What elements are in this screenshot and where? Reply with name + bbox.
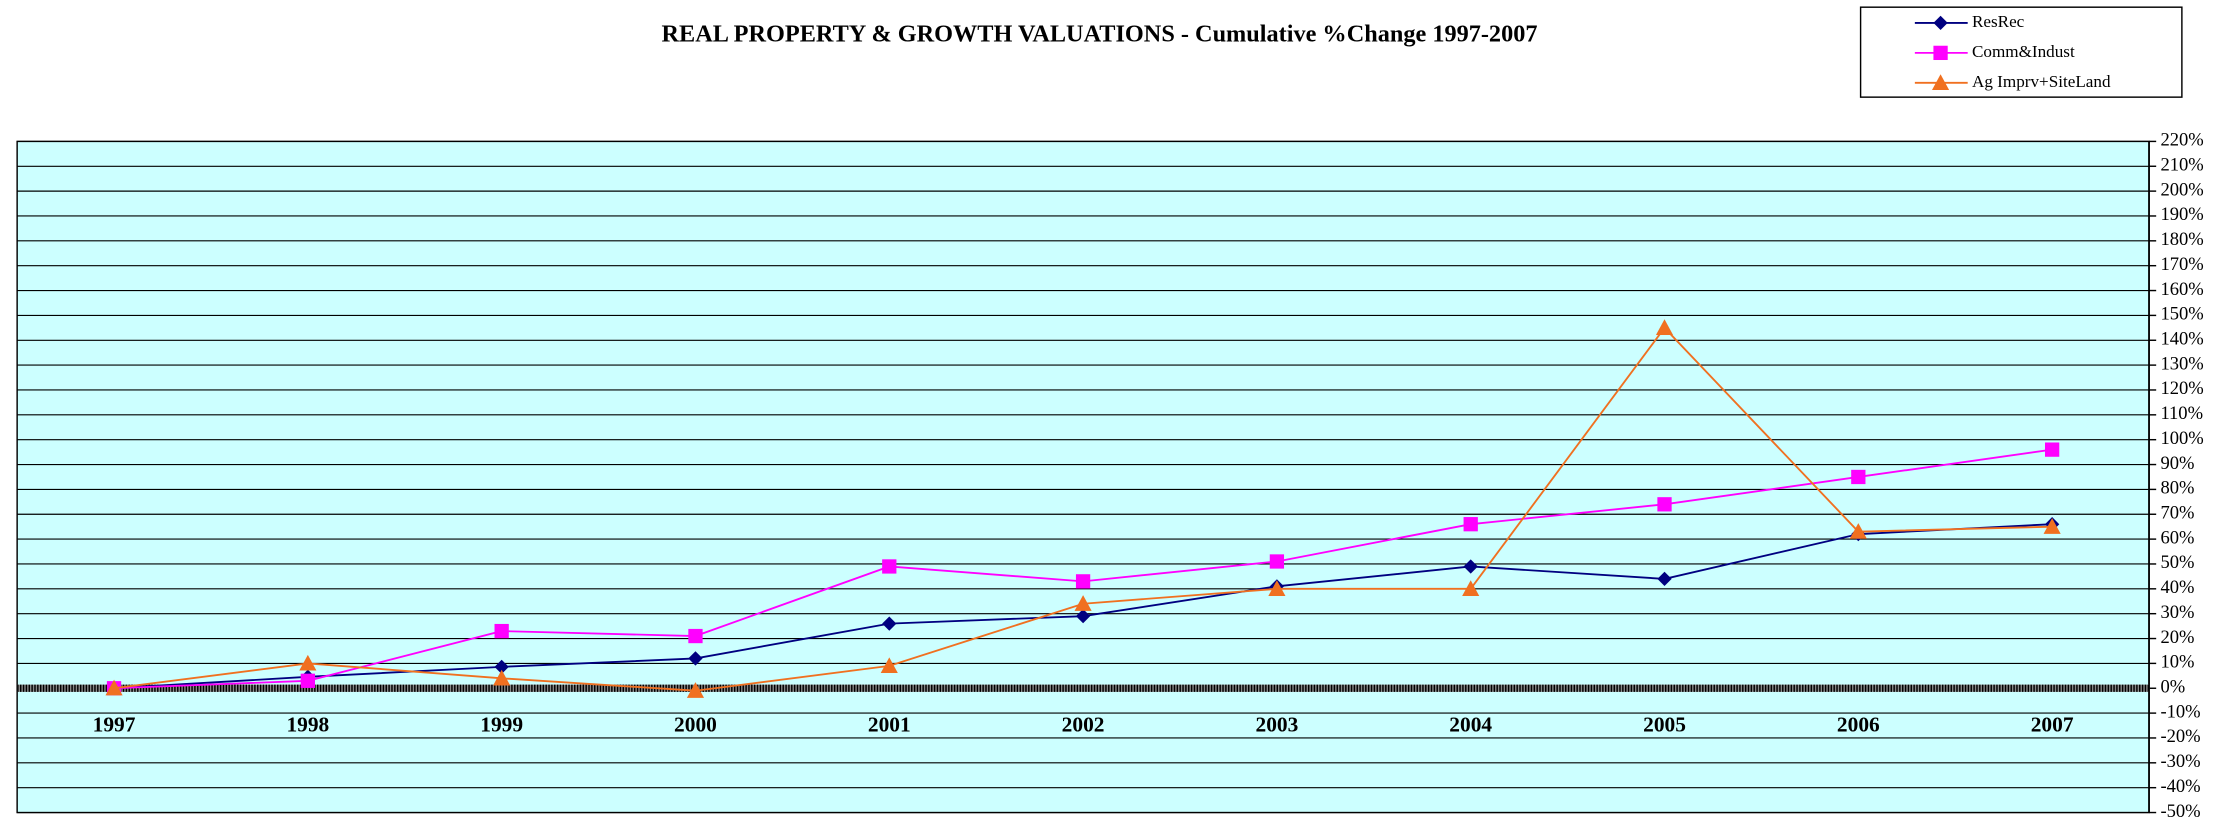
y-tick-label: -20% xyxy=(2160,726,2200,747)
marker xyxy=(1075,574,1091,589)
y-tick-label: -10% xyxy=(2160,701,2200,722)
y-tick-label: 70% xyxy=(2160,503,2194,524)
marker xyxy=(1269,554,1285,569)
marker xyxy=(2043,518,2061,534)
marker xyxy=(1657,571,1672,587)
marker xyxy=(688,628,703,644)
marker xyxy=(300,673,315,688)
marker xyxy=(1268,580,1286,596)
y-tick-label: 90% xyxy=(2160,453,2194,474)
y-tick-label: 80% xyxy=(2160,478,2194,499)
marker xyxy=(2044,442,2060,457)
marker xyxy=(1851,469,1866,485)
y-tick-label: 170% xyxy=(2160,254,2203,275)
y-tick-label: 120% xyxy=(2160,378,2203,399)
x-tick-label: 1998 xyxy=(286,713,329,737)
marker xyxy=(1849,523,1867,539)
marker xyxy=(882,616,897,631)
marker xyxy=(494,623,509,639)
y-tick-label: -40% xyxy=(2160,776,2200,797)
y-tick-label: 30% xyxy=(2160,602,2194,623)
marker xyxy=(1657,497,1672,512)
legend-label: Ag Imprv+SiteLand xyxy=(1972,72,2111,91)
legend-box xyxy=(1859,6,2183,98)
x-tick-label: 2000 xyxy=(674,713,717,737)
y-tick-label: 10% xyxy=(2160,652,2194,673)
x-tick-label: 2004 xyxy=(1449,713,1492,737)
marker xyxy=(1074,595,1092,611)
y-tick-label: 110% xyxy=(2160,403,2203,424)
x-tick-label: 1997 xyxy=(93,713,136,737)
x-tick-label: 2006 xyxy=(1837,713,1880,737)
y-tick-label: 140% xyxy=(2160,329,2203,350)
chart-title: REAL PROPERTY & GROWTH VALUATIONS - Cumu… xyxy=(662,20,1538,47)
marker xyxy=(880,657,898,674)
y-tick-label: 180% xyxy=(2160,229,2203,250)
x-tick-label: 2002 xyxy=(1062,713,1105,737)
y-tick-label: 50% xyxy=(2160,552,2194,573)
x-tick-label: 2005 xyxy=(1643,713,1686,737)
y-tick-label: 40% xyxy=(2160,577,2194,598)
marker xyxy=(105,679,123,696)
x-tick-label: 1999 xyxy=(480,713,523,737)
marker xyxy=(1462,580,1480,596)
y-tick-label: 160% xyxy=(2160,279,2203,300)
y-tick-label: 100% xyxy=(2160,428,2203,449)
y-tick-label: 190% xyxy=(2160,204,2203,225)
y-tick-label: 0% xyxy=(2160,677,2185,698)
legend-label: Comm&Indust xyxy=(1972,42,2075,61)
marker xyxy=(493,669,511,686)
y-tick-label: 150% xyxy=(2160,304,2203,325)
y-tick-label: 20% xyxy=(2160,627,2194,648)
y-tick-label: 210% xyxy=(2160,155,2203,176)
marker xyxy=(1655,319,1674,335)
y-tick-label: 200% xyxy=(2160,179,2203,200)
y-tick-label: -30% xyxy=(2160,751,2200,772)
x-tick-label: 2003 xyxy=(1255,713,1298,737)
y-tick-label: 130% xyxy=(2160,353,2203,374)
legend-label: ResRec xyxy=(1972,12,2025,31)
x-tick-label: 2007 xyxy=(2031,713,2074,737)
y-tick-label: -50% xyxy=(2160,801,2200,822)
x-tick-label: 2001 xyxy=(868,713,911,737)
legend-marker xyxy=(1931,74,1950,91)
y-tick-label: 60% xyxy=(2160,527,2194,548)
legend-marker xyxy=(1933,15,1948,31)
marker xyxy=(299,654,317,671)
marker xyxy=(1463,517,1478,532)
y-tick-label: 220% xyxy=(2160,130,2203,151)
marker xyxy=(686,682,705,698)
legend-marker xyxy=(1933,45,1948,61)
marker xyxy=(882,559,897,574)
plot-area xyxy=(16,140,2150,814)
